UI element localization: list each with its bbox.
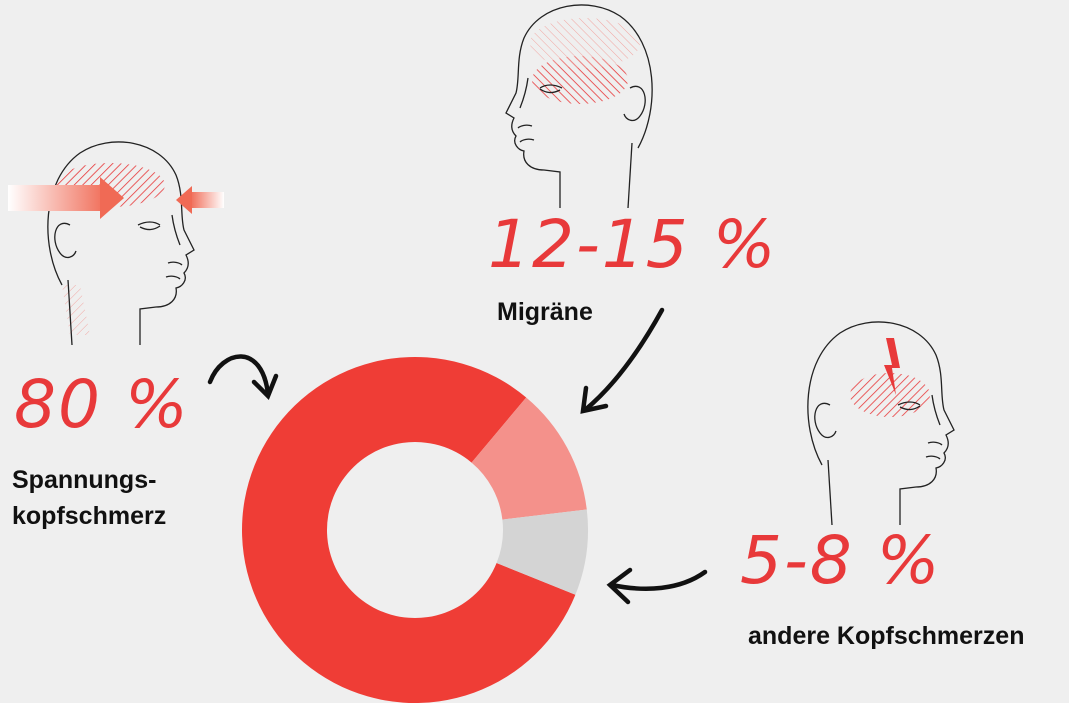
head-drawing — [808, 322, 954, 525]
category-label: Migräne — [497, 294, 593, 330]
pressure-arrow — [8, 185, 108, 211]
category-label: Spannungs- kopfschmerz — [12, 462, 166, 534]
value-label: 5-8 % — [740, 528, 942, 594]
donut — [242, 357, 588, 703]
head-other — [808, 322, 954, 525]
arrow-migraine — [585, 310, 662, 410]
head-tension — [48, 142, 194, 345]
category-label: andere Kopfschmerzen — [748, 618, 1024, 654]
pressure-arrow-head — [176, 186, 192, 214]
value-label: 12-15 % — [488, 212, 777, 278]
head-migraine — [506, 5, 652, 208]
pressure-arrow — [190, 192, 224, 208]
neck-shade — [62, 285, 90, 335]
pain-shade — [530, 18, 640, 68]
body: 80 % Spannungs- kopfschmerz 12-15 % Migr… — [0, 0, 1069, 703]
page: Kopfschmerzarten {"chart_data": {"type":… — [0, 0, 1069, 703]
value-label: 80 % — [14, 372, 190, 438]
